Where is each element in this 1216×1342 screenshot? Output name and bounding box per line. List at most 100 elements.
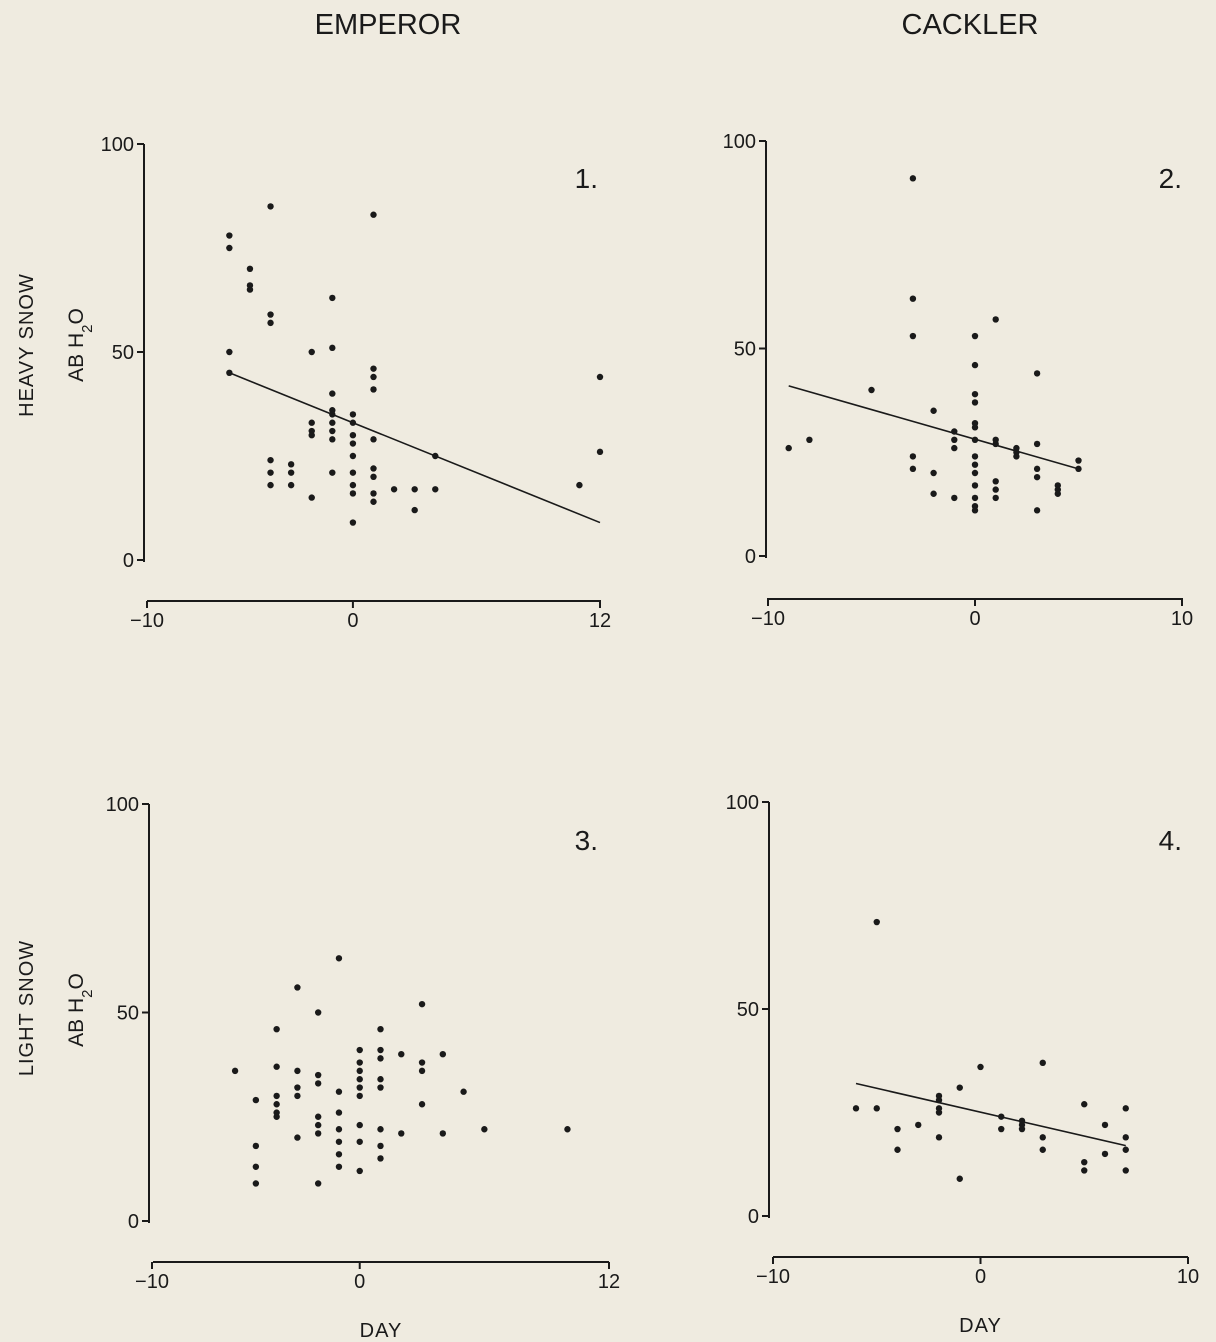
data-point	[246, 286, 254, 293]
data-point	[370, 498, 377, 505]
data-point	[273, 1113, 280, 1120]
data-point	[971, 332, 979, 340]
data-point	[314, 1071, 322, 1079]
data-point	[273, 1025, 280, 1033]
data-point	[992, 440, 999, 448]
data-point	[349, 469, 357, 476]
data-point	[308, 348, 315, 356]
data-point	[1122, 1105, 1129, 1112]
data-point	[329, 469, 336, 476]
data-point	[226, 369, 233, 376]
data-point	[370, 373, 377, 381]
data-point	[294, 1084, 301, 1091]
data-point	[226, 348, 233, 356]
data-point	[377, 1076, 384, 1083]
data-point	[349, 419, 357, 426]
data-point	[329, 390, 336, 397]
panel-label: 1.	[575, 163, 598, 194]
data-point	[349, 481, 357, 489]
data-point	[335, 955, 343, 962]
data-point	[998, 1113, 1005, 1120]
data-point	[252, 1163, 260, 1170]
data-point	[992, 486, 999, 493]
data-point	[935, 1109, 943, 1116]
data-point	[411, 506, 418, 514]
data-point	[873, 918, 880, 926]
data-point	[377, 1084, 384, 1091]
data-point	[596, 448, 604, 456]
data-point	[956, 1084, 963, 1091]
data-point	[935, 1134, 943, 1141]
data-point	[909, 175, 917, 182]
data-point	[252, 1096, 260, 1104]
data-point	[785, 444, 792, 452]
data-point	[329, 436, 336, 443]
y-tick-label: 100	[726, 792, 759, 814]
data-point	[1101, 1150, 1109, 1158]
data-point	[930, 490, 937, 497]
data-point	[1033, 473, 1041, 481]
column-title-cackler: CACKLER	[902, 9, 1039, 41]
data-point	[564, 1126, 571, 1133]
data-point	[273, 1063, 280, 1070]
data-point	[971, 461, 979, 468]
data-point	[971, 507, 979, 514]
data-point	[370, 473, 377, 480]
x-tick-label: −10	[756, 1266, 790, 1288]
data-point	[1081, 1167, 1088, 1174]
data-point	[252, 1142, 260, 1150]
y-tick-label: 0	[123, 550, 134, 572]
data-point	[287, 461, 295, 468]
data-point	[349, 432, 357, 439]
data-point	[294, 1134, 301, 1141]
data-point	[356, 1167, 363, 1175]
data-point	[852, 1105, 860, 1112]
data-point	[868, 386, 875, 394]
data-point	[287, 481, 295, 489]
data-point	[418, 1000, 426, 1008]
data-point	[314, 1130, 322, 1137]
data-point	[267, 481, 274, 489]
data-point	[971, 482, 979, 489]
column-title-emperor: EMPEROR	[315, 9, 462, 41]
data-point	[1013, 453, 1020, 460]
data-point	[377, 1025, 384, 1033]
data-point	[267, 469, 274, 476]
data-point	[1081, 1158, 1088, 1166]
data-point	[329, 427, 336, 435]
data-point	[398, 1051, 405, 1058]
data-point	[971, 361, 979, 369]
data-point	[329, 294, 336, 302]
data-point	[335, 1126, 343, 1133]
data-point	[308, 494, 315, 501]
y-tick-label: 0	[745, 546, 756, 568]
data-point	[951, 436, 958, 443]
data-point	[971, 399, 979, 406]
data-point	[370, 365, 377, 372]
data-point	[356, 1084, 363, 1091]
data-point	[349, 440, 357, 447]
y-tick-label: 50	[112, 342, 134, 364]
data-point	[377, 1155, 384, 1162]
data-point	[806, 436, 813, 443]
data-point	[460, 1088, 467, 1095]
panel-2: 0 50 100 −10 0 10 2.	[723, 131, 1194, 630]
y-tick-label: 100	[723, 131, 756, 153]
x-axis-label: DAY	[360, 1320, 403, 1342]
data-point	[971, 453, 979, 460]
data-point	[267, 456, 274, 464]
trend-line	[229, 372, 601, 524]
data-point	[356, 1076, 363, 1083]
trend-line	[788, 385, 1079, 470]
panel-label: 3.	[575, 825, 598, 856]
data-point	[287, 469, 295, 476]
x-tick-label: −10	[130, 610, 164, 632]
data-point	[1075, 465, 1082, 473]
data-point	[971, 390, 979, 398]
data-point	[1122, 1167, 1129, 1174]
data-point	[335, 1163, 343, 1170]
data-point	[992, 316, 999, 323]
data-point	[370, 436, 377, 443]
